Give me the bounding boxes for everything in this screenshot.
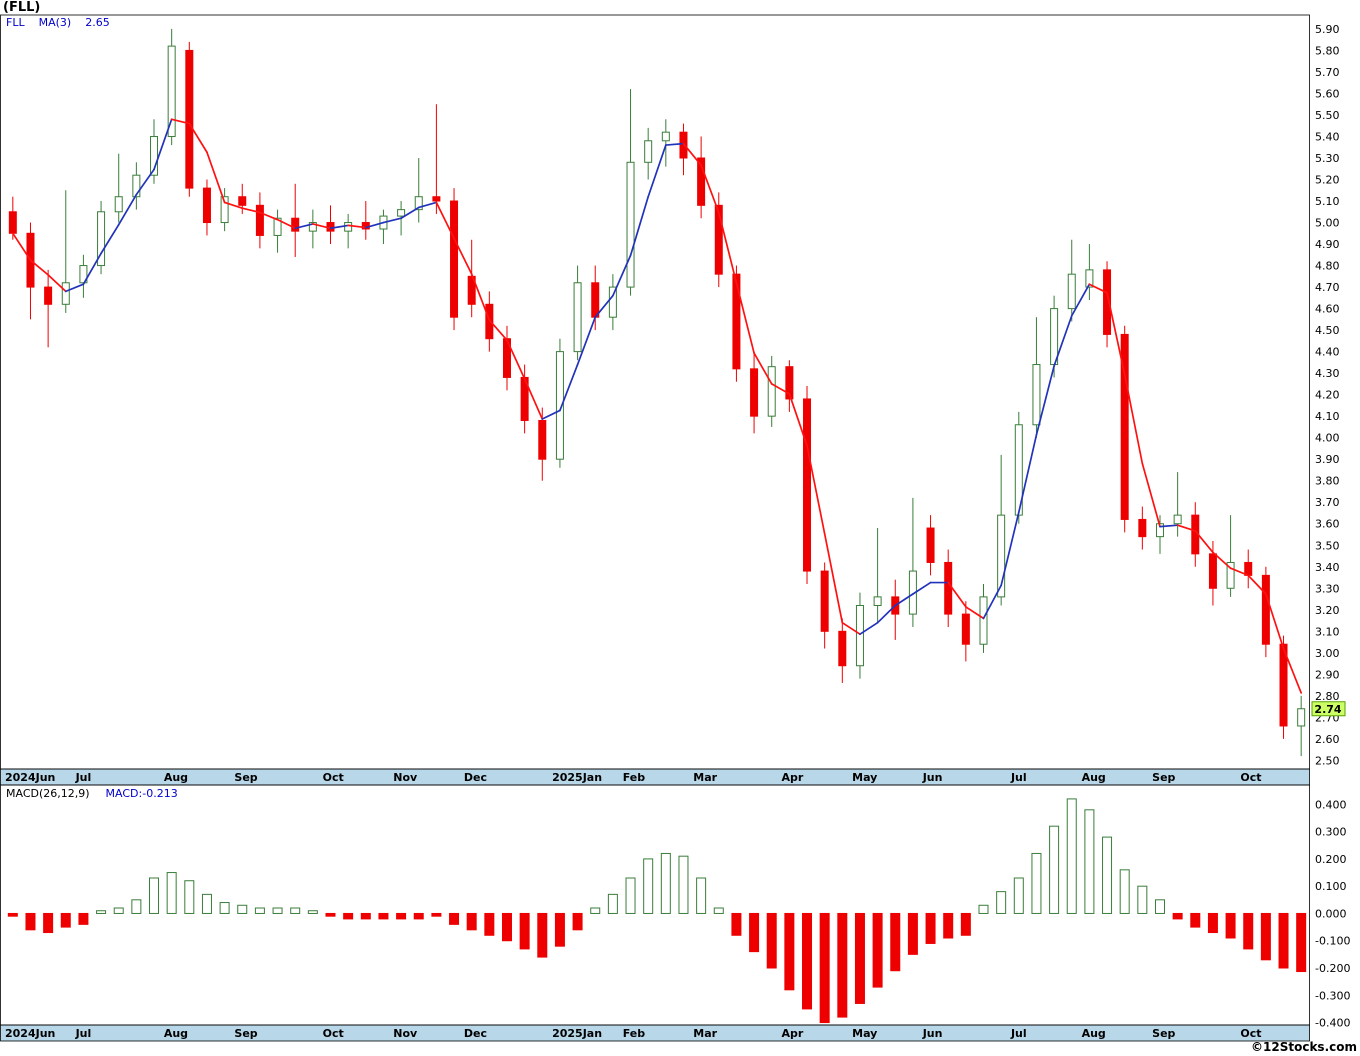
- svg-text:3.10: 3.10: [1315, 625, 1340, 638]
- svg-text:-0.100: -0.100: [1315, 935, 1350, 948]
- svg-text:Dec: Dec: [464, 771, 487, 784]
- svg-text:4.30: 4.30: [1315, 367, 1340, 380]
- svg-text:4.40: 4.40: [1315, 346, 1340, 359]
- svg-text:2025Jan: 2025Jan: [552, 1027, 602, 1040]
- svg-text:0.400: 0.400: [1315, 798, 1347, 811]
- svg-text:Sep: Sep: [234, 1027, 257, 1040]
- svg-text:4.60: 4.60: [1315, 303, 1340, 316]
- main-chart-legend: FLL MA(3) 2.65: [6, 16, 124, 29]
- svg-text:5.10: 5.10: [1315, 195, 1340, 208]
- svg-text:Aug: Aug: [164, 1027, 188, 1040]
- svg-text:Jun: Jun: [922, 1027, 943, 1040]
- macd-value-label: MACD:-0.213: [105, 787, 178, 800]
- svg-text:4.70: 4.70: [1315, 281, 1340, 294]
- svg-text:May: May: [852, 1027, 877, 1040]
- svg-text:2.60: 2.60: [1315, 733, 1340, 746]
- svg-text:Apr: Apr: [782, 1027, 804, 1040]
- svg-text:Jul: Jul: [1010, 771, 1027, 784]
- svg-text:0.300: 0.300: [1315, 826, 1347, 839]
- svg-text:5.90: 5.90: [1315, 23, 1340, 36]
- svg-text:Jul: Jul: [1010, 1027, 1027, 1040]
- svg-text:3.70: 3.70: [1315, 496, 1340, 509]
- svg-text:2.90: 2.90: [1315, 668, 1340, 681]
- svg-text:-0.300: -0.300: [1315, 989, 1350, 1002]
- candles-layer: [8, 28, 1306, 757]
- svg-text:5.50: 5.50: [1315, 109, 1340, 122]
- svg-text:0.000: 0.000: [1315, 907, 1347, 920]
- svg-text:2.80: 2.80: [1315, 690, 1340, 703]
- svg-text:2025Jan: 2025Jan: [552, 771, 602, 784]
- macd-legend: MACD(26,12,9) MACD:-0.213: [6, 787, 178, 800]
- svg-text:Jul: Jul: [75, 1027, 92, 1040]
- svg-text:3.60: 3.60: [1315, 518, 1340, 531]
- svg-text:4.00: 4.00: [1315, 432, 1340, 445]
- svg-text:Oct: Oct: [323, 771, 344, 784]
- svg-text:3.80: 3.80: [1315, 475, 1340, 488]
- svg-text:Nov: Nov: [393, 771, 418, 784]
- svg-text:5.20: 5.20: [1315, 174, 1340, 187]
- price-axis-labels: 5.90 5.80 5.70 5.60 5.50 5.40 5.30 5.20 5.10 5.00…: [1315, 23, 1340, 767]
- svg-text:Apr: Apr: [782, 771, 804, 784]
- last-price-tag: 2.74: [1311, 701, 1346, 717]
- ma-period-label: MA(3): [38, 16, 72, 29]
- watermark-credit: ©12Stocks.com: [1251, 1040, 1357, 1054]
- svg-text:4.80: 4.80: [1315, 260, 1340, 273]
- svg-text:5.30: 5.30: [1315, 152, 1340, 165]
- svg-text:4.10: 4.10: [1315, 410, 1340, 423]
- svg-text:-0.200: -0.200: [1315, 962, 1350, 975]
- svg-text:Sep: Sep: [234, 771, 257, 784]
- ma-line-layer: [11, 118, 1303, 694]
- symbol-label: FLL: [6, 16, 25, 29]
- svg-text:May: May: [852, 771, 877, 784]
- macd-bars-layer: [7, 798, 1307, 1024]
- svg-text:4.90: 4.90: [1315, 238, 1340, 251]
- svg-text:Aug: Aug: [164, 771, 188, 784]
- svg-text:Jul: Jul: [75, 771, 92, 784]
- svg-text:Sep: Sep: [1152, 771, 1175, 784]
- svg-text:2024Jun: 2024Jun: [5, 1027, 55, 1040]
- svg-text:4.50: 4.50: [1315, 324, 1340, 337]
- svg-text:Mar: Mar: [693, 771, 717, 784]
- svg-text:2.74: 2.74: [1314, 703, 1341, 716]
- page-title: (FLL): [3, 0, 41, 15]
- macd-axis-labels: 0.400 0.300 0.200 0.100 0.000 -0.100 -0.200 -0.…: [1315, 798, 1350, 1029]
- svg-text:5.00: 5.00: [1315, 217, 1340, 230]
- svg-text:0.200: 0.200: [1315, 853, 1347, 866]
- svg-text:3.40: 3.40: [1315, 561, 1340, 574]
- svg-text:5.40: 5.40: [1315, 130, 1340, 143]
- svg-text:3.00: 3.00: [1315, 647, 1340, 660]
- panel-borders: [0, 14, 1310, 1026]
- svg-text:Sep: Sep: [1152, 1027, 1175, 1040]
- svg-text:Aug: Aug: [1082, 1027, 1106, 1040]
- svg-text:0.100: 0.100: [1315, 880, 1347, 893]
- svg-text:Feb: Feb: [623, 771, 646, 784]
- svg-text:5.80: 5.80: [1315, 44, 1340, 57]
- svg-text:Jun: Jun: [922, 771, 943, 784]
- svg-text:Nov: Nov: [393, 1027, 418, 1040]
- svg-text:Mar: Mar: [693, 1027, 717, 1040]
- svg-text:-0.400: -0.400: [1315, 1017, 1350, 1030]
- ma-value-label: 2.65: [85, 16, 110, 29]
- svg-text:5.60: 5.60: [1315, 87, 1340, 100]
- svg-text:Feb: Feb: [623, 1027, 646, 1040]
- svg-text:4.20: 4.20: [1315, 389, 1340, 402]
- macd-params-label: MACD(26,12,9): [6, 787, 90, 800]
- svg-text:3.30: 3.30: [1315, 582, 1340, 595]
- svg-text:Dec: Dec: [464, 1027, 487, 1040]
- svg-text:3.90: 3.90: [1315, 453, 1340, 466]
- month-axis-strips: 2024Jun 2024Jun Jul Jul Aug Aug Sep Sep Oct Oct No…: [0, 768, 1310, 1042]
- svg-text:2024Jun: 2024Jun: [5, 771, 55, 784]
- svg-text:Oct: Oct: [323, 1027, 344, 1040]
- svg-text:Oct: Oct: [1240, 771, 1261, 784]
- svg-text:2.50: 2.50: [1315, 754, 1340, 767]
- svg-text:Aug: Aug: [1082, 771, 1106, 784]
- svg-text:5.70: 5.70: [1315, 66, 1340, 79]
- svg-text:3.50: 3.50: [1315, 539, 1340, 552]
- svg-text:3.20: 3.20: [1315, 604, 1340, 617]
- svg-text:Oct: Oct: [1240, 1027, 1261, 1040]
